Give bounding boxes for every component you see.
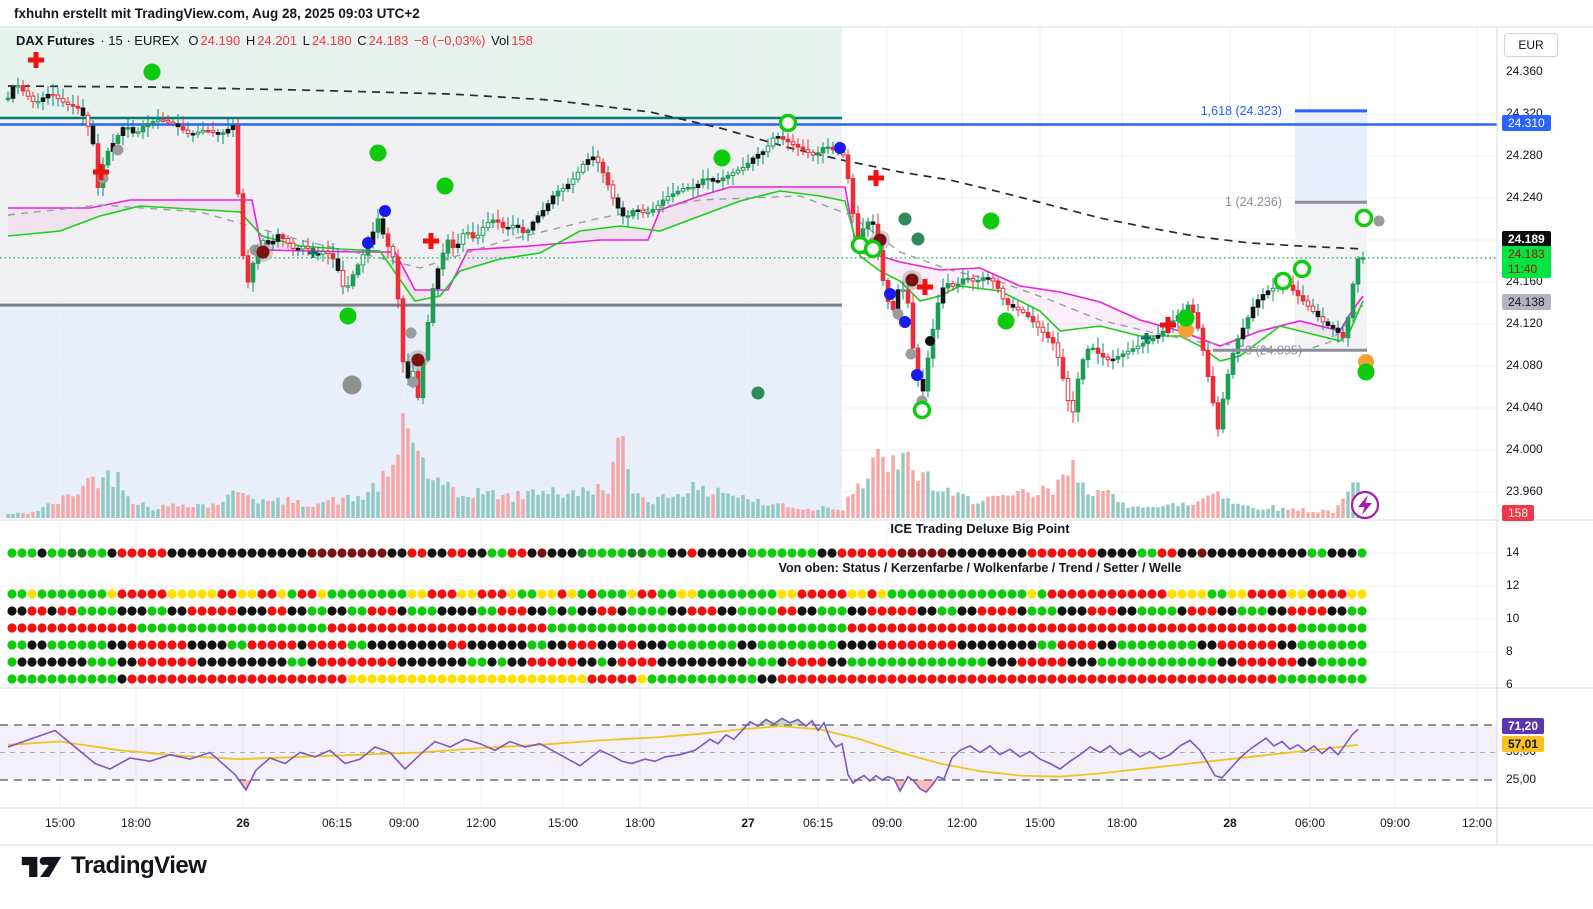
svg-text:0 (24.095): 0 (24.095) [1245,343,1302,357]
time-tick: 18:00 [120,816,152,830]
time-tick: 06:15 [321,816,353,830]
price-tick: 24.040 [1506,400,1543,414]
time-tick: 12:00 [1461,816,1493,830]
candles [5,77,1366,437]
rsi-scale-tick: 25,00 [1506,772,1537,786]
indicator-scale-tick: 14 [1506,545,1520,559]
time-tick: 06:15 [802,816,834,830]
time-tick: 09:00 [1379,816,1411,830]
price-tick: 24.360 [1506,64,1543,78]
time-tick: 18:00 [624,816,656,830]
indicator-title[interactable]: ICE Trading Deluxe Big Point [890,521,1070,536]
page-title: fxhuhn erstellt mit TradingView.com, Aug… [14,6,420,21]
signal-markers [28,52,1385,420]
price-tick: 24.080 [1506,358,1543,372]
legend-part: 24.201 [257,33,301,48]
legend-part: O [188,33,199,48]
indicator-scale-tick: 10 [1506,611,1520,625]
price-badge-countdown: 24.189 [1502,231,1551,247]
tradingview-logo-icon [21,856,62,877]
time-tick: 18:00 [1106,816,1138,830]
legend-part: 24.190 [200,33,244,48]
session-backgrounds [0,27,1367,518]
time-tick: 12:00 [946,816,978,830]
legend-part: 24.183 [368,33,412,48]
time-tick: 12:00 [465,816,497,830]
tradingview-logo[interactable]: TradingView [20,850,207,882]
price-badge-last: 24.183 11:40 [1502,246,1551,278]
price-tick: 24.240 [1506,190,1543,204]
time-tick: 09:00 [388,816,420,830]
rsi-badge: 71,20 [1502,718,1545,734]
legend-part: · 15 · EUREX [96,33,187,48]
last-price: 24.183 [1508,247,1545,261]
fib-levels: 1,618 (24.323) 1 (24.236) 0 (24.095) [1201,104,1367,357]
panel-separators [0,26,1593,846]
legend-part: 158 [511,33,533,48]
boost-icon[interactable] [1350,490,1380,520]
time-tick: 28 [1223,816,1237,830]
time-tick: 15:00 [547,816,579,830]
price-tick: 24.000 [1506,442,1543,456]
svg-text:1,618 (24.323): 1,618 (24.323) [1201,104,1282,118]
indicator-subtitle: Von oben: Status / Kerzenfarbe / Wolkenf… [778,561,1182,575]
legend-part: C [357,33,367,48]
time-tick: 26 [236,816,250,830]
indicator-scale-tick: 8 [1506,644,1513,658]
price-badge-prevclose: 24.138 [1502,294,1551,310]
svg-text:1 (24.236): 1 (24.236) [1225,195,1282,209]
price-levels [0,116,1497,307]
symbol-legend[interactable]: DAX Futures · 15 · EUREX O 24.190 H 24.201… [16,33,535,48]
indicator-scale-tick: 6 [1506,677,1513,691]
volume-badge: 158 [1502,505,1535,521]
time-tick: 09:00 [871,816,903,830]
legend-part: DAX Futures [16,33,95,48]
bar-countdown: 11:40 [1508,262,1538,276]
volume-bars [6,413,1365,518]
price-tick: 24.280 [1506,148,1543,162]
legend-part: 24.180 [311,33,356,48]
time-tick: 27 [741,816,755,830]
legend-part: −8 (−0,03%) [413,33,490,48]
legend-part: Vol [491,33,510,48]
rsi-panel [0,717,1497,794]
legend-part: L [302,33,310,48]
tradingview-logo-text: TradingView [71,852,207,879]
time-tick: 06:00 [1294,816,1326,830]
big-point-dot-rows [7,548,1367,684]
moving-averages [7,85,1364,353]
price-tick: 23.960 [1506,484,1543,498]
legend-part: H [245,33,256,48]
price-badge-blue-line: 24.310 [1502,115,1551,131]
rsi-ma-badge: 57,01 [1502,736,1545,752]
price-tick: 24.120 [1506,316,1543,330]
indicator-scale-tick: 12 [1506,578,1520,592]
time-tick: 15:00 [1024,816,1056,830]
time-tick: 15:00 [44,816,76,830]
currency-button[interactable]: EUR [1504,33,1558,57]
